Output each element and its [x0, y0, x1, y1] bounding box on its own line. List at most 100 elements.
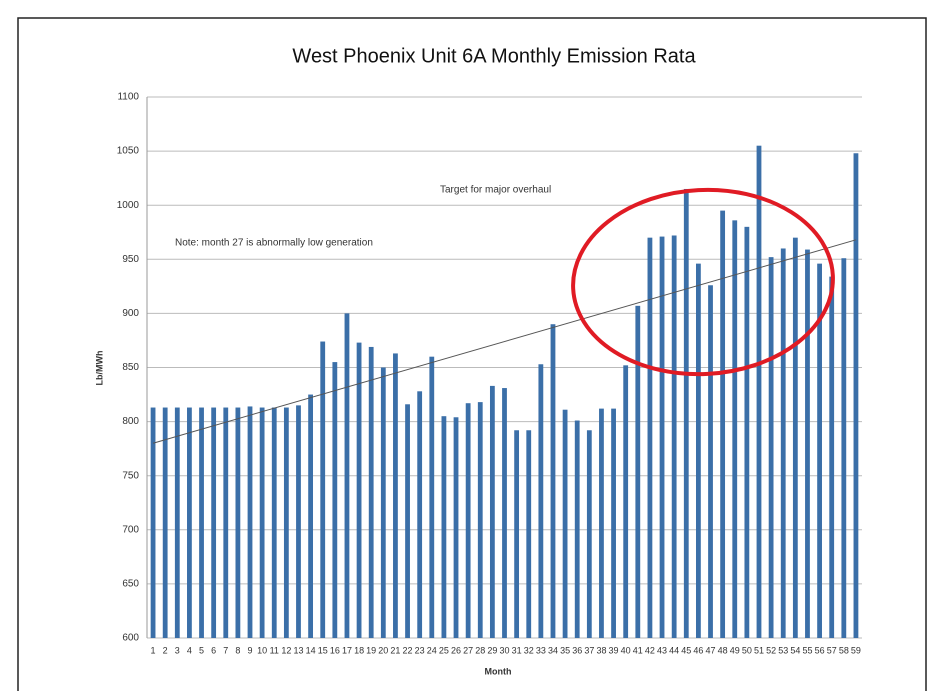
x-tick-label: 43: [657, 645, 667, 655]
bar: [356, 342, 362, 638]
x-tick-label: 19: [366, 645, 376, 655]
x-tick-label: 57: [827, 645, 837, 655]
x-tick-label: 54: [790, 645, 800, 655]
bar: [853, 153, 859, 638]
x-tick-label: 13: [293, 645, 303, 655]
bar: [211, 407, 217, 638]
bar: [223, 407, 229, 638]
frame: [17, 17, 927, 691]
bar: [732, 220, 738, 638]
bar: [695, 263, 701, 638]
x-tick-label: 25: [439, 645, 449, 655]
bar: [429, 356, 435, 638]
x-tick-label: 8: [235, 645, 240, 655]
bar: [841, 258, 847, 638]
x-tick-label: 58: [839, 645, 849, 655]
y-tick-label: 600: [122, 633, 139, 644]
bar: [526, 430, 532, 638]
x-tick-label: 55: [802, 645, 812, 655]
x-tick-label: 29: [487, 645, 497, 655]
bar: [417, 391, 423, 638]
x-tick-label: 56: [815, 645, 825, 655]
bar: [792, 237, 798, 638]
x-tick-label: 35: [560, 645, 570, 655]
x-tick-label: 51: [754, 645, 764, 655]
bar: [574, 420, 580, 638]
bar: [586, 430, 592, 638]
x-tick-label: 24: [427, 645, 437, 655]
y-tick-label: 1050: [117, 146, 140, 157]
x-tick-label: 3: [175, 645, 180, 655]
y-tick-label: 1100: [117, 92, 139, 103]
y-axis-label: Lb/MWh: [94, 351, 104, 386]
y-tick-label: 850: [122, 362, 139, 373]
annotation: Note: month 27 is abnormally low generat…: [175, 238, 373, 249]
x-tick-label: 40: [621, 645, 631, 655]
x-tick-label: 16: [330, 645, 340, 655]
bar: [623, 365, 629, 638]
x-tick-label: 49: [730, 645, 740, 655]
bar: [393, 353, 398, 638]
y-tick-label: 900: [122, 308, 139, 319]
bar: [150, 407, 156, 638]
annotation: Target for major overhaul: [440, 185, 551, 196]
bar: [247, 406, 253, 638]
bar: [477, 402, 483, 638]
bar: [538, 364, 544, 638]
x-tick-label: 34: [548, 645, 558, 655]
x-tick-label: 41: [633, 645, 643, 655]
bar: [659, 236, 665, 638]
bar: [708, 285, 713, 638]
x-tick-label: 17: [342, 645, 352, 655]
bar: [562, 409, 568, 638]
bar: [344, 313, 350, 638]
x-tick-label: 28: [475, 645, 485, 655]
x-tick-label: 38: [596, 645, 606, 655]
bar: [332, 362, 338, 638]
bar: [405, 404, 410, 638]
x-tick-label: 33: [536, 645, 546, 655]
x-tick-label: 39: [609, 645, 619, 655]
y-tick-label: 750: [122, 470, 139, 481]
x-tick-label: 2: [163, 645, 168, 655]
x-tick-label: 52: [766, 645, 776, 655]
x-tick-label: 9: [248, 645, 253, 655]
bar: [599, 408, 604, 638]
x-axis-label: Month: [485, 666, 512, 676]
x-tick-label: 23: [415, 645, 425, 655]
x-tick-label: 50: [742, 645, 752, 655]
x-tick-label: 21: [390, 645, 400, 655]
y-tick-label: 650: [122, 579, 139, 590]
x-tick-label: 14: [306, 645, 316, 655]
x-tick-label: 11: [270, 645, 279, 655]
bar: [647, 237, 653, 638]
bar: [720, 210, 726, 639]
x-tick-label: 7: [223, 645, 228, 655]
bar: [514, 430, 520, 638]
y-tick-label: 1000: [117, 200, 140, 211]
x-tick-label: 27: [463, 645, 473, 655]
bar: [162, 407, 168, 638]
x-tick-label: 18: [354, 645, 364, 655]
y-tick-label: 950: [122, 254, 139, 265]
bar: [829, 276, 835, 638]
bar: [283, 407, 289, 638]
highlight-ellipse: [571, 187, 835, 377]
bar: [174, 407, 180, 638]
bar: [768, 257, 774, 638]
bar: [453, 417, 459, 638]
x-tick-label: 15: [318, 645, 328, 655]
bar: [489, 385, 495, 638]
x-tick-label: 45: [681, 645, 691, 655]
bar: [805, 249, 810, 638]
x-tick-label: 46: [693, 645, 703, 655]
x-tick-label: 48: [718, 645, 728, 655]
x-tick-label: 47: [706, 645, 716, 655]
bar: [502, 388, 507, 638]
bar: [550, 324, 556, 638]
bar: [671, 235, 677, 638]
x-tick-label: 31: [512, 645, 522, 655]
bar: [296, 405, 301, 638]
bar: [780, 248, 786, 639]
